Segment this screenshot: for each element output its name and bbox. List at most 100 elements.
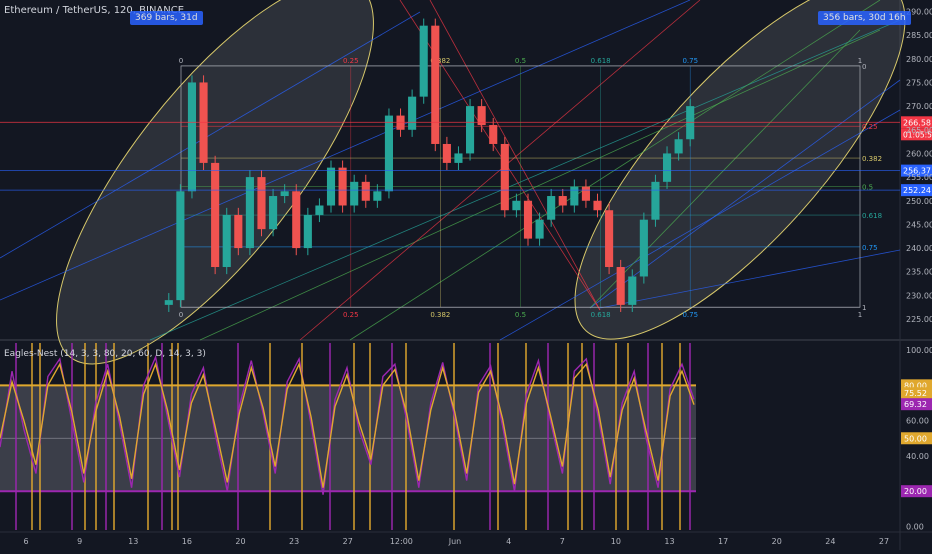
candle-body-28 xyxy=(489,125,498,144)
fib-level-label-0: 0 xyxy=(862,63,866,71)
candle-body-42 xyxy=(651,181,660,220)
candle-body-21 xyxy=(408,96,417,130)
fib-bottom-label-2: 0.382 xyxy=(430,311,450,319)
osc-value-label-4: 20.00 xyxy=(904,487,927,496)
fib-bottom-label-0: 0 xyxy=(179,311,183,319)
candle-body-44 xyxy=(674,139,683,154)
candle-body-24 xyxy=(442,143,451,163)
candle-body-14 xyxy=(326,167,336,206)
candle-body-5 xyxy=(222,214,231,268)
price-tick-3: 240.00 xyxy=(906,244,932,253)
time-label-11: 10 xyxy=(611,537,621,546)
time-label-6: 27 xyxy=(343,537,353,546)
candle-body-35 xyxy=(570,186,579,206)
candle-body-34 xyxy=(558,196,567,206)
candle-body-6 xyxy=(234,214,243,249)
trend-line-9 xyxy=(299,0,701,341)
time-label-16: 27 xyxy=(879,537,889,546)
time-label-15: 24 xyxy=(825,537,835,546)
fib-top-label-0: 0 xyxy=(179,57,183,65)
price-tick-5: 250.00 xyxy=(906,197,932,206)
candle-body-1 xyxy=(176,191,185,301)
price-tick-9: 270.00 xyxy=(906,102,932,111)
price-tick-13: 290.00 xyxy=(906,7,932,16)
candle-body-26 xyxy=(465,106,475,154)
candle-body-7 xyxy=(245,177,254,249)
price-label-box-1 xyxy=(901,164,932,177)
fib-top-label-6: 1 xyxy=(858,57,862,65)
candle-body-18 xyxy=(373,191,382,201)
candle-body-19 xyxy=(384,115,394,192)
osc-tick-0: 0.00 xyxy=(906,522,924,531)
price-tick-6: 255.00 xyxy=(906,173,932,182)
candle-body-15 xyxy=(338,167,347,206)
osc-value-box-2 xyxy=(901,398,932,411)
osc-value-box-4 xyxy=(901,485,932,498)
trend-line-1 xyxy=(0,0,691,301)
price-tick-0: 225.00 xyxy=(906,315,932,324)
time-label-9: 4 xyxy=(506,537,511,546)
candle-body-4 xyxy=(211,162,220,268)
candle-body-31 xyxy=(523,200,533,239)
price-label-box-2 xyxy=(901,184,932,197)
price-tick-10: 275.00 xyxy=(906,78,932,87)
time-label-7: 12:00 xyxy=(390,537,413,546)
indicator-title[interactable]: Eagles-Nest (14, 3, 3, 80, 20, 60, D, 14… xyxy=(4,349,206,359)
fib-level-label-3: 0.5 xyxy=(862,184,873,192)
trend-line-7 xyxy=(399,0,601,311)
trend-line-0 xyxy=(0,11,421,259)
fib-bottom-label-3: 0.5 xyxy=(515,311,526,319)
candle-body-16 xyxy=(350,181,359,206)
time-label-10: 7 xyxy=(560,537,565,546)
price-label-2: 252.24 xyxy=(903,186,931,195)
candle-body-39 xyxy=(616,267,625,305)
osc-series-line-1 xyxy=(0,361,695,488)
price-tick-12: 285.00 xyxy=(906,31,932,40)
symbol-title[interactable]: Ethereum / TetherUS, 120, BINANCE xyxy=(4,5,185,16)
trend-line-8 xyxy=(429,0,601,311)
candle-body-13 xyxy=(315,205,324,215)
candle-body-23 xyxy=(431,25,440,144)
trend-line-2 xyxy=(499,109,901,341)
osc-value-label-1: 75.52 xyxy=(904,389,927,398)
fib-bottom-label-4: 0.618 xyxy=(591,311,611,319)
price-label-1: 256.37 xyxy=(903,167,931,176)
trend-line-4 xyxy=(149,19,901,341)
trend-line-10 xyxy=(599,249,901,309)
time-label-0: 6 xyxy=(23,537,28,546)
trend-line-11 xyxy=(589,29,861,309)
candle-body-27 xyxy=(477,106,486,126)
price-countdown-0: 01:05:55 xyxy=(903,130,932,139)
price-label-0: 266.58 xyxy=(903,118,931,127)
fib-level-label-1: 0.25 xyxy=(862,123,878,131)
osc-value-box-1 xyxy=(901,387,932,400)
fib-bottom-label-1: 0.25 xyxy=(343,311,359,319)
candle-body-25 xyxy=(454,153,463,163)
fib-level-label-4: 0.618 xyxy=(862,212,882,220)
candle-body-17 xyxy=(361,181,370,201)
fib-top-label-4: 0.618 xyxy=(591,57,611,65)
time-label-14: 20 xyxy=(772,537,782,546)
candle-body-29 xyxy=(500,143,509,211)
trend-line-6 xyxy=(349,0,881,341)
fib-top-label-2: 0.382 xyxy=(430,57,450,65)
time-label-1: 9 xyxy=(77,537,82,546)
price-tick-4: 245.00 xyxy=(906,220,932,229)
candle-body-10 xyxy=(280,191,289,197)
candle-body-41 xyxy=(639,219,648,277)
time-label-4: 20 xyxy=(235,537,245,546)
candle-body-2 xyxy=(187,82,197,192)
osc-value-box-3 xyxy=(901,432,932,445)
fib-top-label-1: 0.25 xyxy=(343,57,359,65)
osc-value-label-3: 50.00 xyxy=(904,434,927,443)
candle-body-0 xyxy=(164,300,173,305)
time-label-2: 13 xyxy=(128,537,138,546)
bars-badge-right: 356 bars, 30d 16h xyxy=(818,11,911,25)
candle-body-32 xyxy=(535,219,544,239)
price-tick-8: 265.00 xyxy=(906,126,932,135)
candle-body-8 xyxy=(257,177,266,230)
candle-body-11 xyxy=(292,191,301,249)
price-tick-11: 280.00 xyxy=(906,55,932,64)
